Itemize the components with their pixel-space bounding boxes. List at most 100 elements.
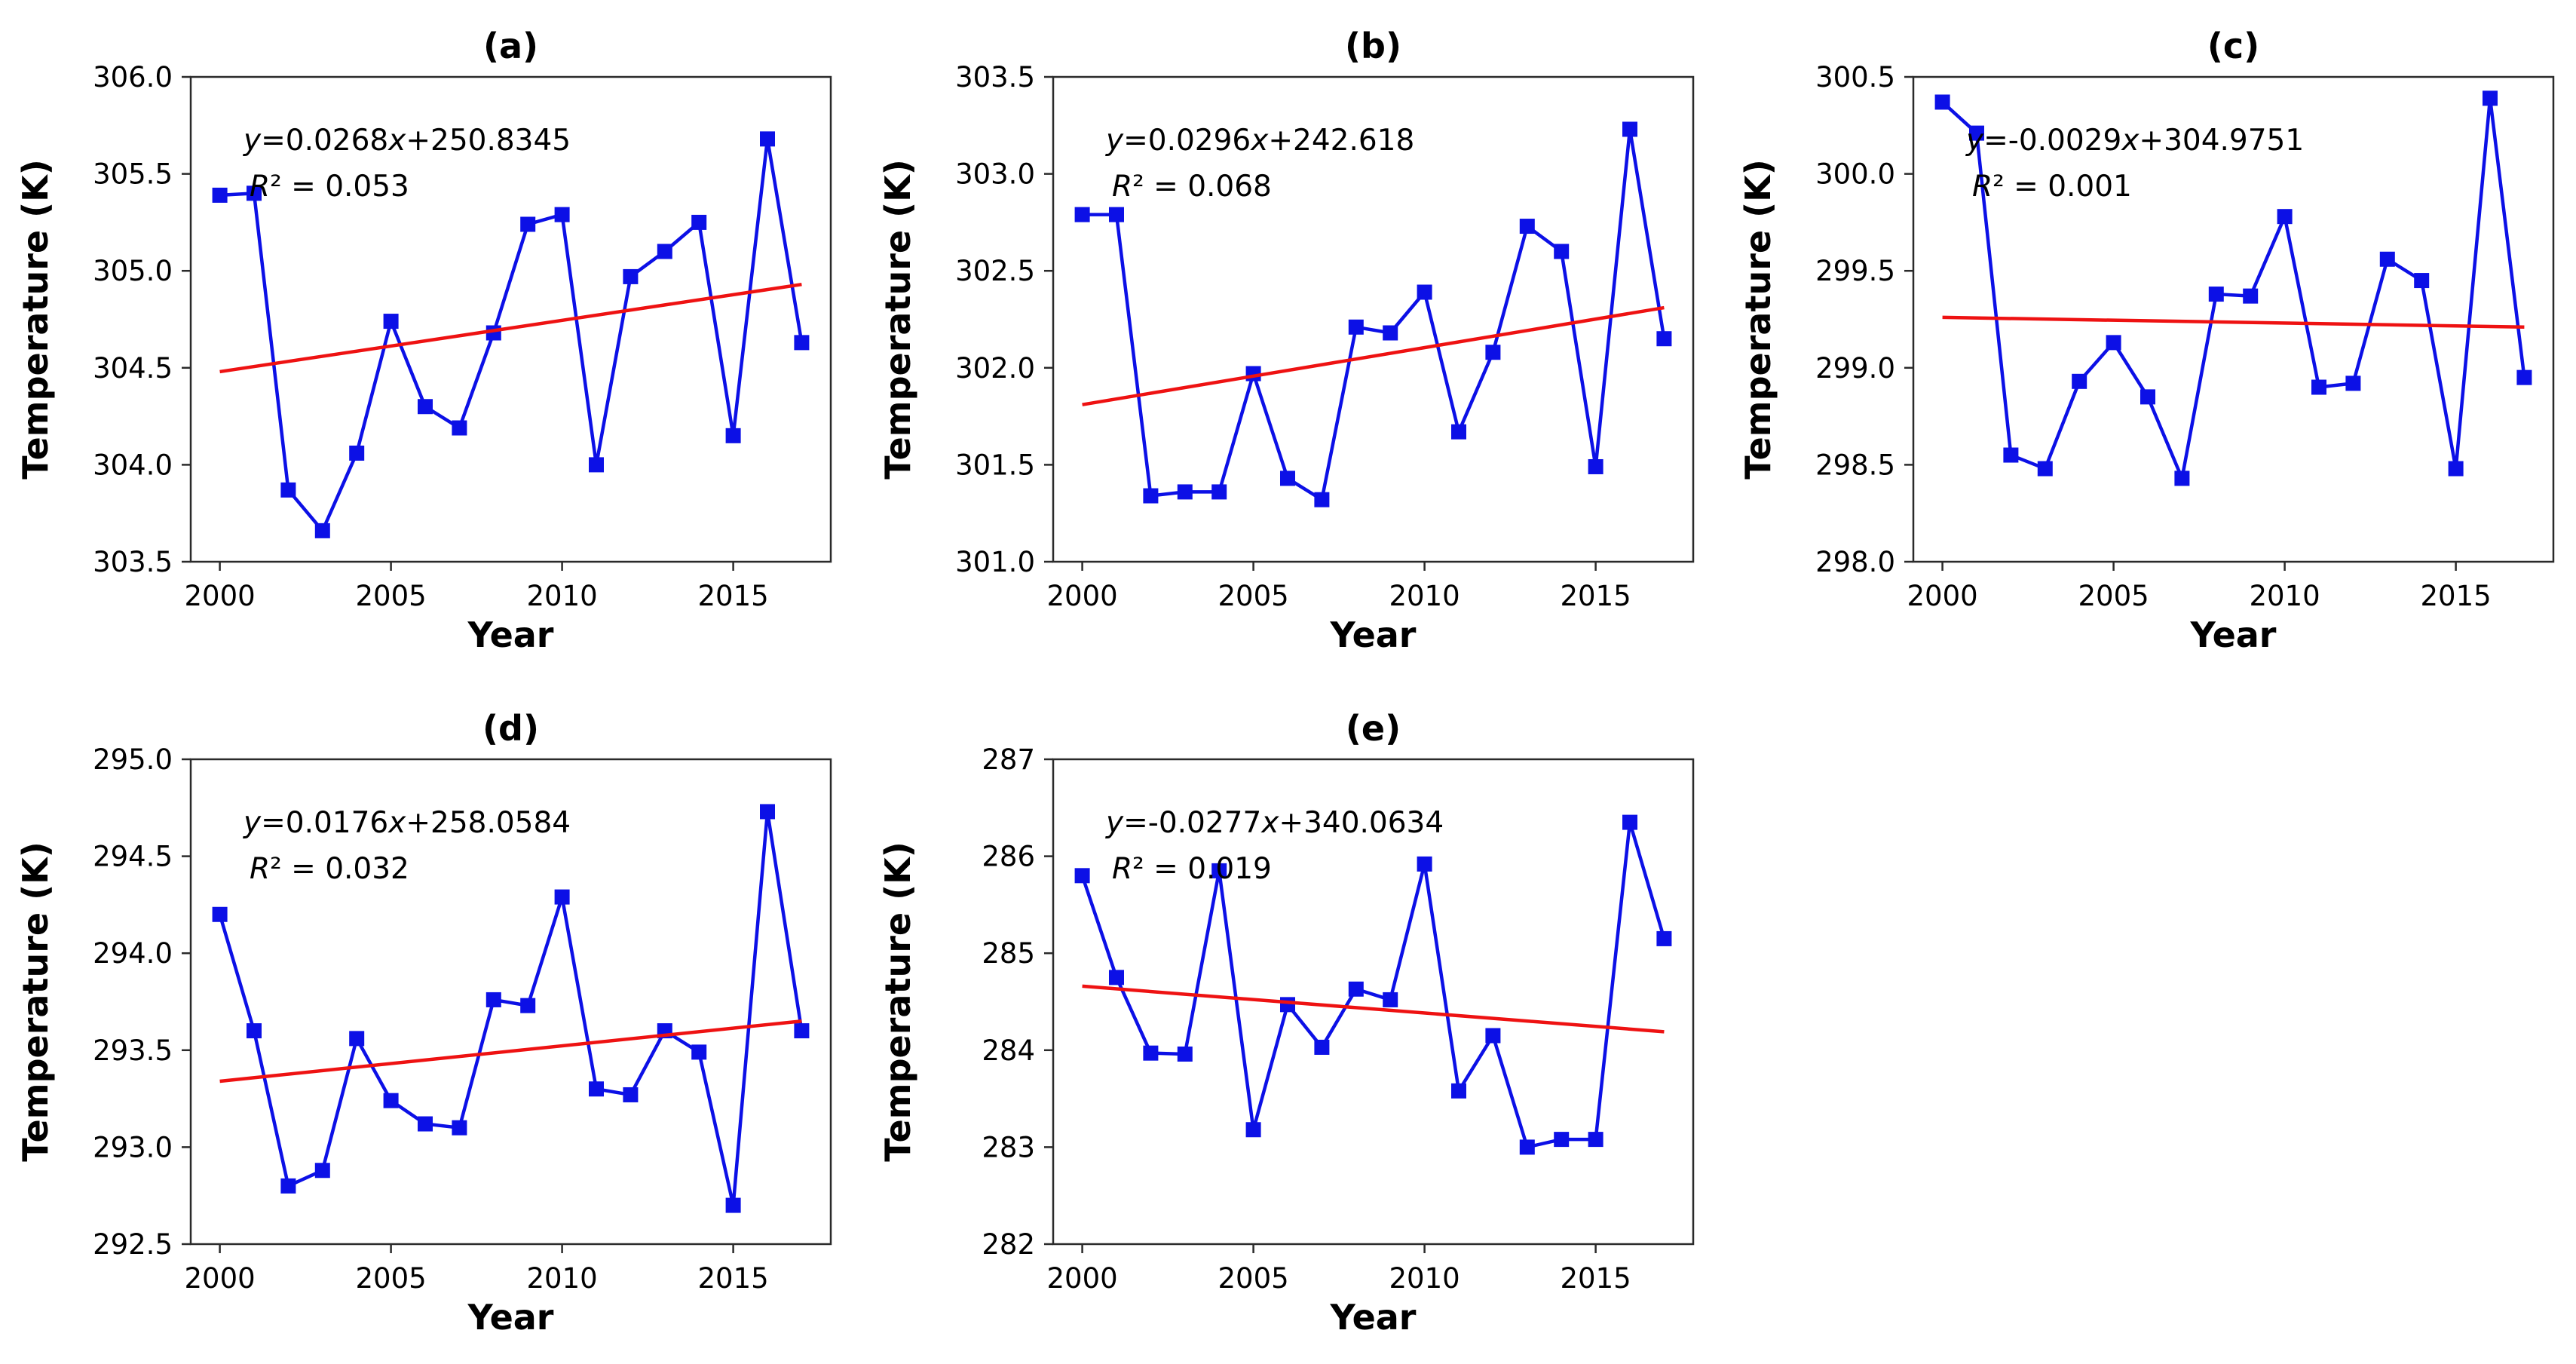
data-point-marker <box>589 1081 605 1097</box>
data-point-marker <box>589 457 605 473</box>
y-tick-label: 305.5 <box>93 158 173 191</box>
data-point-marker <box>2003 447 2019 463</box>
x-tick-label: 2015 <box>1561 580 1631 612</box>
x-tick-label: 2000 <box>185 1262 256 1295</box>
data-point-marker <box>2311 379 2327 395</box>
data-point-marker <box>1417 856 1432 872</box>
data-point-marker <box>1211 484 1227 500</box>
x-tick-label: 2005 <box>356 580 427 612</box>
data-point-marker <box>2516 369 2532 385</box>
x-axis-label: Year <box>467 1297 553 1338</box>
data-point-marker <box>1074 207 1090 222</box>
trend-line <box>219 1019 802 1084</box>
equation-label: y=-0.0277x+340.0634 <box>1105 806 1444 840</box>
data-point-marker <box>1485 345 1501 360</box>
r-squared-label: R² = 0.068 <box>1112 170 1272 204</box>
data-point-marker <box>452 1120 467 1136</box>
data-point-marker <box>1279 997 1295 1013</box>
trend-line <box>1942 315 2525 330</box>
data-point-marker <box>2140 389 2155 405</box>
y-tick-label: 283 <box>982 1131 1035 1163</box>
x-tick-label: 2005 <box>1218 580 1289 612</box>
data-point-marker <box>1314 492 1330 507</box>
equation-label: y=0.0176x+258.0584 <box>243 806 571 840</box>
data-point-marker <box>1588 1132 1603 1148</box>
data-point-marker <box>2345 375 2361 391</box>
data-point-marker <box>2072 373 2087 389</box>
y-axis-label: Temperature (K) <box>878 841 918 1162</box>
data-point-marker <box>1177 1046 1193 1062</box>
data-point-marker <box>1348 981 1364 997</box>
data-point-marker <box>1485 1028 1501 1044</box>
subplot-c: 298.0 298.5 299.0 299.5 300.0 300.5 2000 2005 20… <box>1738 26 2555 655</box>
data-point-marker <box>554 207 570 222</box>
y-tick-label: 294.0 <box>93 937 173 970</box>
x-tick-label: 2005 <box>2078 580 2149 612</box>
data-point-marker <box>383 314 399 330</box>
data-point-marker <box>1348 319 1364 335</box>
data-point-marker <box>2277 209 2293 225</box>
data-point-marker <box>1656 331 1672 347</box>
data-point-marker <box>1588 458 1603 474</box>
data-point-marker <box>246 185 262 201</box>
data-point-marker <box>691 214 707 230</box>
subplot-title: (b) <box>1345 26 1401 66</box>
r-squared-label: R² = 0.001 <box>1972 170 2132 204</box>
data-point-marker <box>246 1023 262 1039</box>
data-point-marker <box>452 420 467 436</box>
y-tick-label: 303.5 <box>955 61 1035 93</box>
plot-frame <box>1052 75 1695 563</box>
y-tick-label: 304.0 <box>93 449 173 481</box>
r-squared-label: R² = 0.019 <box>1112 852 1272 886</box>
y-tick-label: 299.5 <box>1815 255 1895 287</box>
plot-frame <box>189 75 832 563</box>
data-point-marker <box>1383 325 1398 341</box>
data-point-marker <box>2106 335 2121 351</box>
equation-label: y=-0.0029x+304.9751 <box>1965 124 2304 158</box>
equation-label: y=0.0268x+250.8345 <box>243 124 571 158</box>
y-tick-label: 303.5 <box>93 546 173 578</box>
y-tick-label: 300.5 <box>1815 61 1895 93</box>
data-point-marker <box>2414 273 2430 289</box>
data-point-marker <box>1143 488 1159 504</box>
data-point-marker <box>1143 1045 1159 1061</box>
y-tick-label: 285 <box>982 937 1035 970</box>
data-point-marker <box>1622 814 1638 830</box>
y-tick-label: 294.5 <box>93 841 173 873</box>
data-point-marker <box>2174 471 2190 486</box>
data-point-marker <box>2208 287 2224 302</box>
data-point-marker <box>1519 219 1535 234</box>
data-point-marker <box>1108 970 1124 985</box>
y-tick-label: 301.0 <box>955 546 1035 578</box>
data-point-marker <box>1451 424 1467 440</box>
y-tick-label: 306.0 <box>93 61 173 93</box>
y-tick-label: 298.5 <box>1815 449 1895 481</box>
y-axis-label: Temperature (K) <box>15 159 56 480</box>
y-tick-label: 293.0 <box>93 1131 173 1163</box>
trend-line <box>1082 305 1665 406</box>
subplot-d: 292.5 293.0 293.5 294.0 294.5 295.0 2000 2005 20… <box>15 708 832 1338</box>
data-point-marker <box>760 131 776 147</box>
data-point-marker <box>623 268 639 284</box>
data-point-marker <box>794 1023 810 1039</box>
data-point-marker <box>520 216 536 232</box>
x-axis-label: Year <box>2189 615 2276 655</box>
subplot-title: (e) <box>1346 708 1401 749</box>
x-axis-label: Year <box>467 615 553 655</box>
equation-label: y=0.0296x+242.618 <box>1105 124 1414 158</box>
y-axis-label: Temperature (K) <box>878 159 918 480</box>
data-point-marker <box>691 1044 707 1060</box>
data-point-marker <box>1934 94 1950 110</box>
data-point-marker <box>349 445 365 461</box>
data-point-marker <box>1314 1039 1330 1055</box>
data-point-marker <box>1554 244 1570 259</box>
y-tick-label: 302.5 <box>955 255 1035 287</box>
y-tick-label: 299.0 <box>1815 352 1895 385</box>
data-point-marker <box>554 889 570 905</box>
data-point-marker <box>485 992 501 1007</box>
y-tick-label: 300.0 <box>1815 158 1895 191</box>
subplot-e: 282 283 284 285 286 287 2000 2005 2010 2015 y=-0.0… <box>878 708 1695 1338</box>
data-point-marker <box>1554 1132 1570 1148</box>
data-point-marker <box>1622 121 1638 137</box>
data-point-marker <box>1656 930 1672 946</box>
